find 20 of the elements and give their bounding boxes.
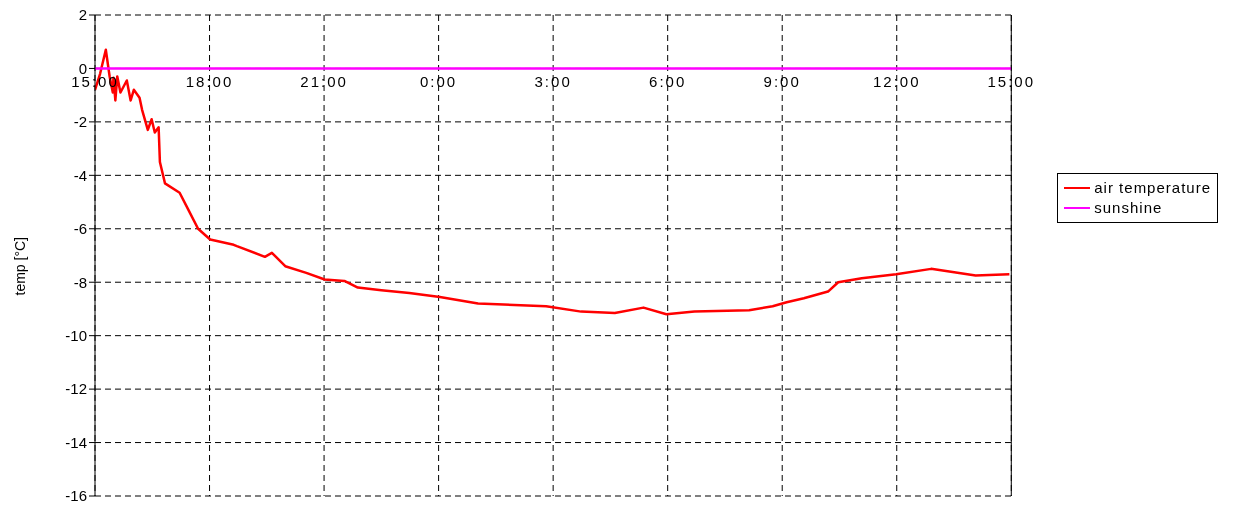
x-tick-label: 9:00 <box>763 73 801 91</box>
y-tick-label: -14 <box>65 433 87 451</box>
y-tick-label: -16 <box>65 487 87 505</box>
x-tick-label: 3:00 <box>534 73 572 91</box>
x-tick-label: 21:00 <box>300 73 348 91</box>
y-tick-label: -6 <box>73 220 87 238</box>
y-tick-label: -10 <box>65 326 87 344</box>
y-tick-label: 2 <box>78 6 87 24</box>
legend-label: sunshine <box>1094 198 1163 218</box>
x-tick-label: 0:00 <box>420 73 458 91</box>
y-tick-label: -4 <box>73 166 87 184</box>
y-tick-label: -12 <box>65 380 87 398</box>
y-axis-title: temp [°C] <box>11 236 28 296</box>
x-tick-label: 6:00 <box>649 73 687 91</box>
legend-label: air temperature <box>1094 178 1211 198</box>
y-tick-label: -8 <box>73 273 87 291</box>
x-tick-label: 18:00 <box>185 73 234 91</box>
x-tick-label: 12:00 <box>872 73 921 91</box>
y-tick-label: -2 <box>73 113 87 131</box>
y-tick-label: 0 <box>78 59 87 77</box>
